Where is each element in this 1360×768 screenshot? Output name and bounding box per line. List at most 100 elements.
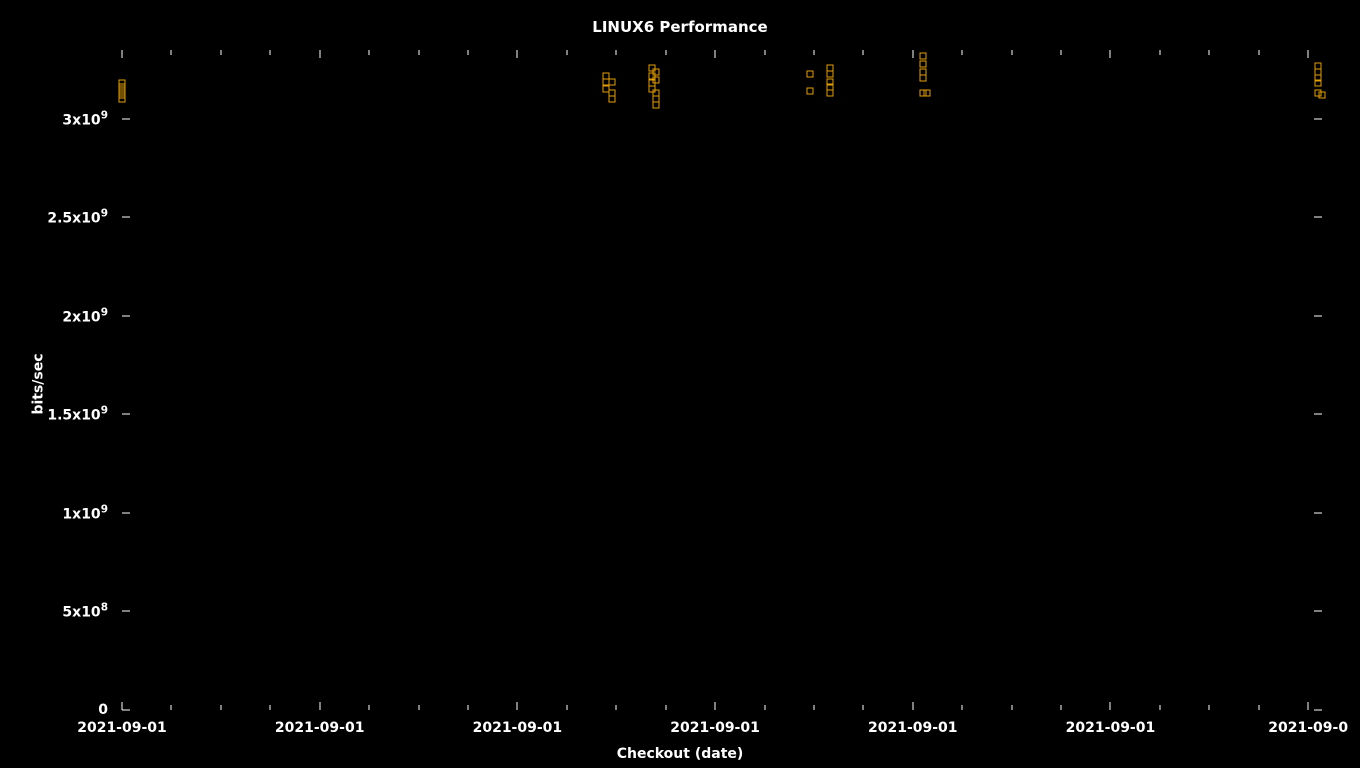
x-tick-mark: [912, 702, 913, 710]
y-tick-label: 3x109: [62, 110, 108, 129]
y-tick-label: 0: [98, 702, 108, 718]
y-tick-mark: [122, 414, 130, 415]
x-minor-tick: [962, 705, 963, 710]
data-point: [806, 88, 813, 95]
y-tick-mark: [1314, 710, 1322, 711]
x-tick-mark: [1308, 50, 1309, 58]
y-tick-label: 2x109: [62, 307, 108, 326]
x-tick-label: 2021-09-0: [1268, 720, 1348, 736]
x-tick-mark: [1110, 50, 1111, 58]
y-tick-mark: [1314, 512, 1322, 513]
x-tick-mark: [517, 702, 518, 710]
data-point: [119, 80, 126, 87]
x-minor-tick: [616, 50, 617, 55]
y-tick-mark: [1314, 315, 1322, 316]
y-tick-mark: [122, 118, 130, 119]
x-tick-mark: [1308, 702, 1309, 710]
y-tick-mark: [1314, 217, 1322, 218]
y-tick-label: 1x109: [62, 504, 108, 523]
x-minor-tick: [467, 50, 468, 55]
x-minor-tick: [369, 705, 370, 710]
x-tick-label: 2021-09-01: [275, 720, 365, 736]
x-minor-tick: [270, 50, 271, 55]
x-tick-label: 2021-09-01: [473, 720, 563, 736]
x-minor-tick: [1159, 50, 1160, 55]
y-tick-label: 2.5x109: [47, 208, 108, 227]
y-tick-mark: [1314, 611, 1322, 612]
x-minor-tick: [1061, 50, 1062, 55]
y-tick-mark: [122, 611, 130, 612]
y-tick-label: 1.5x109: [47, 405, 108, 424]
x-minor-tick: [270, 705, 271, 710]
data-point: [923, 90, 930, 97]
x-tick-mark: [715, 702, 716, 710]
y-axis-label: bits/sec: [31, 353, 47, 414]
x-minor-tick: [220, 50, 221, 55]
x-minor-tick: [171, 50, 172, 55]
x-minor-tick: [1209, 705, 1210, 710]
data-point: [919, 74, 926, 81]
x-minor-tick: [171, 705, 172, 710]
x-minor-tick: [1258, 50, 1259, 55]
x-minor-tick: [220, 705, 221, 710]
x-minor-tick: [813, 50, 814, 55]
x-tick-mark: [1110, 702, 1111, 710]
plot-area: 05x1081x1091.5x1092x1092.5x1093x1092021-…: [122, 50, 1322, 710]
data-point: [609, 90, 616, 97]
x-tick-mark: [122, 50, 123, 58]
x-minor-tick: [1258, 705, 1259, 710]
data-point: [806, 70, 813, 77]
x-minor-tick: [1061, 705, 1062, 710]
data-point: [826, 90, 833, 97]
x-minor-tick: [566, 705, 567, 710]
data-point: [919, 52, 926, 59]
chart-title: LINUX6 Performance: [0, 18, 1360, 36]
x-tick-mark: [319, 702, 320, 710]
data-point: [826, 70, 833, 77]
x-tick-label: 2021-09-01: [868, 720, 958, 736]
x-minor-tick: [1011, 50, 1012, 55]
x-tick-label: 2021-09-01: [77, 720, 167, 736]
y-tick-mark: [122, 512, 130, 513]
x-minor-tick: [566, 50, 567, 55]
data-point: [1315, 80, 1322, 87]
y-tick-label: 5x108: [62, 602, 108, 621]
x-tick-mark: [122, 702, 123, 710]
x-minor-tick: [616, 705, 617, 710]
x-minor-tick: [764, 705, 765, 710]
x-minor-tick: [665, 50, 666, 55]
x-minor-tick: [467, 705, 468, 710]
x-axis-label: Checkout (date): [0, 746, 1360, 762]
x-tick-mark: [912, 50, 913, 58]
x-minor-tick: [418, 705, 419, 710]
x-tick-mark: [319, 50, 320, 58]
x-tick-mark: [517, 50, 518, 58]
data-point: [609, 78, 616, 85]
x-tick-label: 2021-09-01: [1066, 720, 1156, 736]
y-tick-mark: [1314, 414, 1322, 415]
x-minor-tick: [369, 50, 370, 55]
x-minor-tick: [863, 50, 864, 55]
x-minor-tick: [863, 705, 864, 710]
data-point: [652, 68, 659, 75]
y-tick-mark: [1314, 118, 1322, 119]
x-tick-mark: [715, 50, 716, 58]
x-minor-tick: [813, 705, 814, 710]
y-tick-mark: [122, 315, 130, 316]
data-point: [919, 60, 926, 67]
x-minor-tick: [418, 50, 419, 55]
performance-chart: LINUX6 Performance bits/sec Checkout (da…: [0, 0, 1360, 768]
x-minor-tick: [962, 50, 963, 55]
data-point: [652, 90, 659, 97]
x-minor-tick: [1209, 50, 1210, 55]
data-point: [652, 76, 659, 83]
data-point: [1315, 90, 1322, 97]
data-point: [652, 102, 659, 109]
x-minor-tick: [764, 50, 765, 55]
x-minor-tick: [1159, 705, 1160, 710]
y-tick-mark: [122, 217, 130, 218]
x-tick-label: 2021-09-01: [670, 720, 760, 736]
x-minor-tick: [665, 705, 666, 710]
data-point: [119, 90, 126, 97]
y-tick-mark: [122, 710, 130, 711]
